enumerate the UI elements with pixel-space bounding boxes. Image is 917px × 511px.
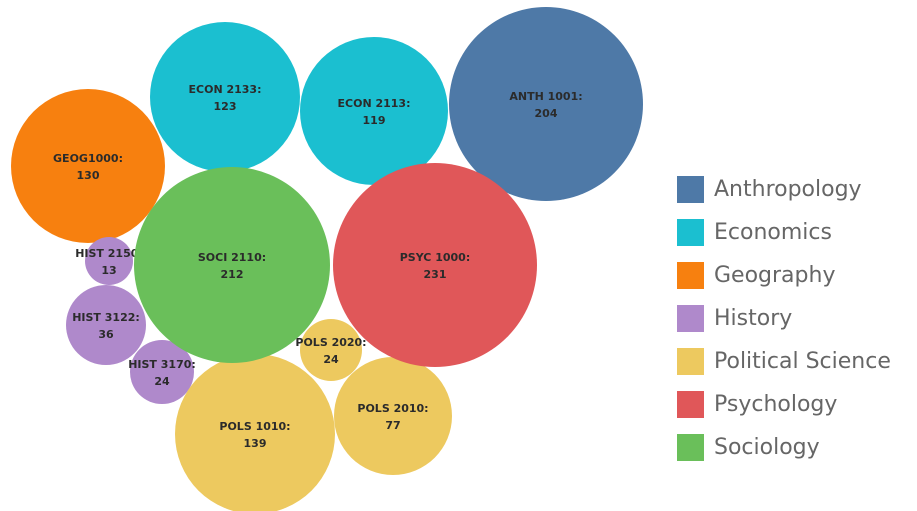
bubble-value-label-geog1000: 130 <box>77 169 100 182</box>
bubble-value-label-hist-3170: 24 <box>154 375 170 388</box>
bubble-course-label-pols-2010: POLS 2010: <box>357 402 428 415</box>
legend-item-geography[interactable]: Geography <box>677 254 891 297</box>
bubble-course-label-hist-2150: HIST 2150: <box>75 247 143 260</box>
bubble-value-label-soci-2110: 212 <box>221 268 244 281</box>
legend-swatch-history <box>677 305 704 332</box>
bubble-value-label-econ-2113: 119 <box>363 114 386 127</box>
legend-item-psychology[interactable]: Psychology <box>677 383 891 426</box>
bubble-course-label-pols-2020: POLS 2020: <box>295 336 366 349</box>
bubble-hist-3170[interactable] <box>130 340 194 404</box>
bubble-hist-2150[interactable] <box>85 237 133 285</box>
legend-swatch-economics <box>677 219 704 246</box>
legend-label-anthropology: Anthropology <box>714 177 862 202</box>
legend-item-political-science[interactable]: Political Science <box>677 340 891 383</box>
bubble-value-label-hist-3122: 36 <box>98 328 114 341</box>
bubble-value-label-psyc-1000: 231 <box>424 268 447 281</box>
bubble-soci-2110[interactable] <box>134 167 330 363</box>
bubble-course-label-hist-3170: HIST 3170: <box>128 358 196 371</box>
bubble-psyc-1000[interactable] <box>333 163 537 367</box>
legend-swatch-anthropology <box>677 176 704 203</box>
bubble-course-label-psyc-1000: PSYC 1000: <box>400 251 470 264</box>
bubble-value-label-pols-1010: 139 <box>244 437 267 450</box>
legend-label-economics: Economics <box>714 220 832 245</box>
legend: Anthropology Economics Geography History… <box>677 168 891 469</box>
bubble-econ-2113[interactable] <box>300 37 448 185</box>
bubble-pols-1010[interactable] <box>175 354 335 511</box>
bubble-hist-3122[interactable] <box>66 285 146 365</box>
bubble-course-label-hist-3122: HIST 3122: <box>72 311 140 324</box>
legend-swatch-psychology <box>677 391 704 418</box>
bubble-pols-2010[interactable] <box>334 357 452 475</box>
legend-item-anthropology[interactable]: Anthropology <box>677 168 891 211</box>
legend-label-geography: Geography <box>714 263 836 288</box>
legend-item-sociology[interactable]: Sociology <box>677 426 891 469</box>
legend-swatch-sociology <box>677 434 704 461</box>
bubble-course-label-econ-2133: ECON 2133: <box>189 83 262 96</box>
bubble-econ-2133[interactable] <box>150 22 300 172</box>
bubble-course-label-anth-1001: ANTH 1001: <box>509 90 582 103</box>
bubble-anth-1001[interactable] <box>449 7 643 201</box>
legend-label-history: History <box>714 306 793 331</box>
bubble-course-label-geog1000: GEOG1000: <box>53 152 123 165</box>
bubble-value-label-econ-2133: 123 <box>214 100 237 113</box>
legend-label-political-science: Political Science <box>714 349 891 374</box>
bubble-value-label-pols-2020: 24 <box>323 353 339 366</box>
legend-label-psychology: Psychology <box>714 392 838 417</box>
bubble-value-label-hist-2150: 13 <box>101 264 116 277</box>
legend-item-history[interactable]: History <box>677 297 891 340</box>
legend-swatch-geography <box>677 262 704 289</box>
bubble-geog1000[interactable] <box>11 89 165 243</box>
bubble-pols-2020[interactable] <box>300 319 362 381</box>
bubble-course-label-pols-1010: POLS 1010: <box>219 420 290 433</box>
legend-label-sociology: Sociology <box>714 435 820 460</box>
bubble-course-label-soci-2110: SOCI 2110: <box>198 251 266 264</box>
bubble-value-label-pols-2010: 77 <box>385 419 400 432</box>
legend-item-economics[interactable]: Economics <box>677 211 891 254</box>
bubble-chart: ANTH 1001: 204 ECON 2133: 123 ECON 2113: 119 G… <box>11 7 643 511</box>
legend-swatch-political-science <box>677 348 704 375</box>
bubble-value-label-anth-1001: 204 <box>535 107 558 120</box>
bubble-course-label-econ-2113: ECON 2113: <box>338 97 411 110</box>
